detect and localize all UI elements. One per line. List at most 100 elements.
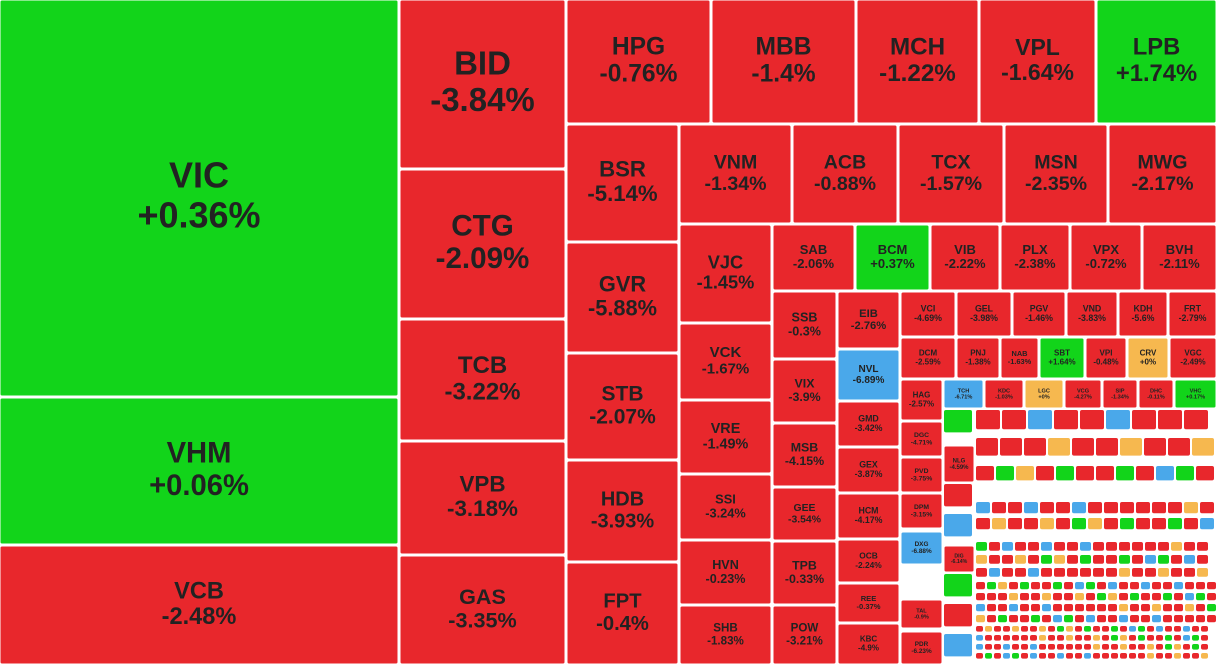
small-tile: [1184, 410, 1208, 430]
small-tile: [976, 466, 994, 481]
small-tile: [1039, 644, 1046, 650]
small-tile: [1039, 626, 1046, 632]
small-tile: [1102, 635, 1109, 641]
tile-box: [1142, 224, 1217, 291]
small-tile: [1042, 615, 1051, 623]
ticker: VJC: [708, 252, 743, 272]
small-tile: [1054, 410, 1078, 430]
small-tile: [1097, 604, 1106, 612]
tile: PVD-3.75%: [900, 457, 943, 493]
small-tile: [1041, 568, 1052, 577]
small-tile: [1002, 542, 1013, 551]
tile-box: [837, 583, 900, 623]
tile: VNM-1.34%: [679, 124, 792, 224]
small-tile: [1120, 626, 1127, 632]
ticker: PGV: [1030, 303, 1049, 313]
ticker: NLG: [953, 458, 966, 464]
small-tile: [985, 644, 992, 650]
small-tile: [1119, 582, 1128, 590]
ticker: SSB: [792, 310, 818, 324]
small-tile: [1042, 593, 1051, 601]
ticker: DHC: [1150, 388, 1162, 394]
change-label: -3.98%: [970, 313, 998, 323]
small-tile: [1136, 518, 1150, 530]
tile: HCM-4.17%: [837, 493, 900, 539]
tile: TCB-3.22%: [399, 319, 566, 441]
small-tile: [1184, 542, 1195, 551]
tile-box: [900, 631, 943, 665]
change-label: -3.24%: [705, 505, 746, 520]
tile: VHM+0.06%: [0, 397, 399, 545]
small-tile: [1009, 615, 1018, 623]
small-tile: [1054, 542, 1065, 551]
tile: NAB-1.63%: [1000, 337, 1039, 379]
ticker: ACB: [824, 151, 866, 173]
tile: MBB-1.4%: [711, 0, 856, 124]
small-tile: [1028, 542, 1039, 551]
ticker: HPG: [612, 33, 665, 60]
change-label: -1.83%: [707, 634, 744, 647]
small-tile: [1132, 410, 1156, 430]
change-label: -4.9%: [858, 644, 879, 653]
tile: MWG-2.17%: [1108, 124, 1217, 224]
small-tile: [1056, 518, 1070, 530]
ticker: BVH: [1166, 242, 1193, 257]
tile-box: [1012, 291, 1066, 337]
small-tile: [1048, 644, 1055, 650]
small-tile: [1072, 502, 1086, 514]
ticker: HCM: [858, 505, 878, 515]
ticker: MCH: [890, 34, 945, 61]
small-tile: [1165, 653, 1172, 659]
small-tile: [1156, 653, 1163, 659]
small-tile: [994, 626, 1001, 632]
small-tile: [989, 542, 1000, 551]
change-label: +0.36%: [137, 194, 260, 235]
small-tile: [1171, 542, 1182, 551]
tile-box: [1000, 224, 1070, 291]
ticker: VGC: [1184, 349, 1202, 358]
tile-box: [792, 124, 898, 224]
small-tile: [1015, 555, 1026, 564]
change-label: -1.46%: [1025, 313, 1053, 323]
small-tile: [1171, 568, 1182, 577]
tile-box: [566, 460, 679, 562]
ticker: SIP: [1115, 388, 1124, 394]
change-label: -1.34%: [704, 173, 766, 195]
small-tile: [1119, 604, 1128, 612]
small-tile: [1057, 626, 1064, 632]
small-tile: [1020, 604, 1029, 612]
small-tile: [1024, 502, 1038, 514]
small-tile: [1165, 635, 1172, 641]
change-label: -4.27%: [1074, 395, 1092, 401]
small-tile: [1119, 615, 1128, 623]
ticker: MSB: [791, 440, 819, 454]
change-label: +0%: [1038, 395, 1049, 401]
small-tile: [1132, 555, 1143, 564]
change-label: -1.4%: [751, 61, 815, 88]
small-tile: [1067, 555, 1078, 564]
small-tile: [1192, 635, 1199, 641]
tile: VCB-2.48%: [0, 545, 399, 665]
change-label: -0.37%: [856, 602, 880, 611]
change-label: -1.38%: [965, 358, 990, 367]
tile-box: [772, 605, 837, 665]
tile-box: [1168, 291, 1217, 337]
ticker: DIG: [954, 554, 963, 560]
change-label: -1.57%: [920, 173, 982, 195]
ticker: VRE: [711, 421, 741, 437]
small-tile: [1141, 582, 1150, 590]
tile-box: [898, 124, 1004, 224]
change-label: -2.79%: [1179, 313, 1207, 323]
ticker: TAL: [916, 608, 927, 614]
small-tile: [1067, 542, 1078, 551]
ticker: KBC: [860, 635, 878, 644]
small-tile: [1119, 542, 1130, 551]
small-tile: [1200, 502, 1214, 514]
change-label: +0.37%: [870, 256, 915, 271]
small-tile: [1054, 568, 1065, 577]
ticker: TCH: [958, 388, 970, 394]
small-tile: [1008, 502, 1022, 514]
small-tile: [1000, 438, 1022, 456]
change-label: -0.23%: [706, 572, 746, 586]
small-tile: [1156, 626, 1163, 632]
